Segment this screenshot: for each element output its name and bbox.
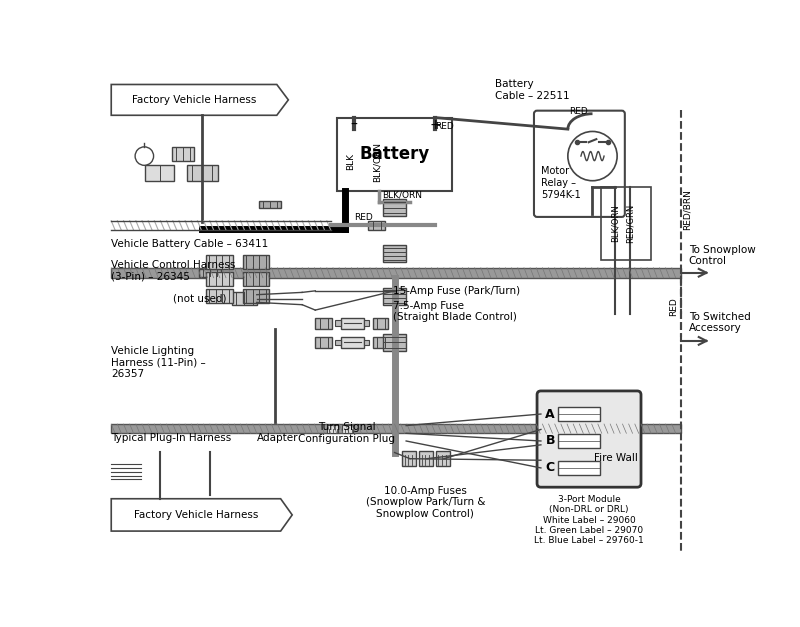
FancyBboxPatch shape [383, 334, 406, 351]
Text: BLK/ORN: BLK/ORN [372, 142, 382, 182]
Text: Vehicle Lighting
Harness (11-Pin) –
26357: Vehicle Lighting Harness (11-Pin) – 2635… [111, 346, 206, 379]
Text: Vehicle Control Harness
(3-Pin) – 26345: Vehicle Control Harness (3-Pin) – 26345 [111, 260, 236, 282]
FancyBboxPatch shape [335, 320, 341, 326]
Text: Fire Wall: Fire Wall [594, 453, 638, 463]
FancyBboxPatch shape [383, 288, 406, 305]
Text: RED/GRN: RED/GRN [626, 204, 634, 243]
FancyBboxPatch shape [315, 337, 332, 348]
Text: RED: RED [435, 122, 454, 131]
FancyBboxPatch shape [558, 407, 600, 421]
FancyBboxPatch shape [145, 164, 174, 181]
Text: 7.5-Amp Fuse
(Straight Blade Control): 7.5-Amp Fuse (Straight Blade Control) [393, 301, 517, 322]
FancyBboxPatch shape [111, 424, 681, 433]
Text: To Switched
Accessory: To Switched Accessory [689, 312, 750, 333]
Text: BLK/ORN: BLK/ORN [610, 204, 619, 243]
FancyBboxPatch shape [364, 340, 369, 345]
FancyBboxPatch shape [383, 199, 406, 216]
Text: 10.0-Amp Fuses
(Snowplow Park/Turn &
Snowplow Control): 10.0-Amp Fuses (Snowplow Park/Turn & Sno… [366, 486, 485, 519]
FancyBboxPatch shape [242, 272, 270, 286]
FancyBboxPatch shape [242, 255, 270, 269]
FancyBboxPatch shape [327, 425, 338, 433]
FancyBboxPatch shape [341, 337, 364, 348]
Text: RED: RED [669, 297, 678, 315]
FancyBboxPatch shape [206, 272, 233, 286]
Text: BLK: BLK [346, 154, 355, 171]
FancyBboxPatch shape [436, 451, 450, 466]
Text: B: B [546, 435, 555, 448]
FancyBboxPatch shape [364, 320, 369, 326]
Text: Typical Plug-In Harness: Typical Plug-In Harness [111, 433, 231, 443]
FancyBboxPatch shape [206, 289, 233, 303]
Text: Turn Signal
Configuration Plug: Turn Signal Configuration Plug [298, 423, 395, 444]
FancyBboxPatch shape [373, 337, 389, 348]
FancyBboxPatch shape [341, 318, 364, 329]
FancyBboxPatch shape [111, 268, 681, 278]
FancyBboxPatch shape [537, 391, 641, 487]
Text: C: C [546, 461, 554, 475]
Text: Motor
Relay –
5794K-1: Motor Relay – 5794K-1 [541, 166, 581, 199]
Text: 15-Amp Fuse (Park/Turn): 15-Amp Fuse (Park/Turn) [393, 286, 520, 296]
FancyBboxPatch shape [232, 292, 257, 305]
FancyBboxPatch shape [402, 451, 416, 466]
Text: BLK/ORN: BLK/ORN [382, 190, 422, 199]
FancyBboxPatch shape [242, 289, 270, 303]
FancyBboxPatch shape [172, 147, 194, 161]
Text: RED: RED [354, 213, 373, 223]
FancyBboxPatch shape [315, 318, 332, 329]
Text: Battery: Battery [359, 145, 430, 163]
Text: Factory Vehicle Harness: Factory Vehicle Harness [134, 510, 258, 520]
FancyBboxPatch shape [373, 318, 389, 329]
FancyBboxPatch shape [335, 340, 341, 345]
Text: Adapter: Adapter [257, 433, 298, 443]
FancyBboxPatch shape [369, 221, 386, 230]
FancyBboxPatch shape [259, 201, 281, 208]
Text: (not used): (not used) [174, 293, 226, 303]
FancyBboxPatch shape [199, 268, 221, 277]
FancyBboxPatch shape [558, 434, 600, 448]
FancyBboxPatch shape [206, 255, 233, 269]
Text: 3-Port Module
(Non-DRL or DRL)
White Label – 29060
Lt. Green Label – 29070
Lt. B: 3-Port Module (Non-DRL or DRL) White Lab… [534, 495, 644, 545]
Text: +: + [430, 119, 442, 132]
FancyBboxPatch shape [558, 461, 600, 475]
FancyBboxPatch shape [419, 451, 433, 466]
Text: To Snowplow
Control: To Snowplow Control [689, 245, 755, 266]
FancyBboxPatch shape [342, 425, 353, 433]
Text: RED/BRN: RED/BRN [682, 189, 691, 231]
FancyBboxPatch shape [383, 245, 406, 262]
Text: A: A [546, 408, 555, 421]
Text: Vehicle Battery Cable – 63411: Vehicle Battery Cable – 63411 [111, 240, 269, 250]
Text: RED: RED [570, 107, 588, 116]
Text: Battery
Cable – 22511: Battery Cable – 22511 [494, 79, 570, 101]
FancyBboxPatch shape [186, 164, 218, 181]
Text: –: – [350, 119, 358, 132]
Text: Factory Vehicle Harness: Factory Vehicle Harness [132, 95, 256, 105]
